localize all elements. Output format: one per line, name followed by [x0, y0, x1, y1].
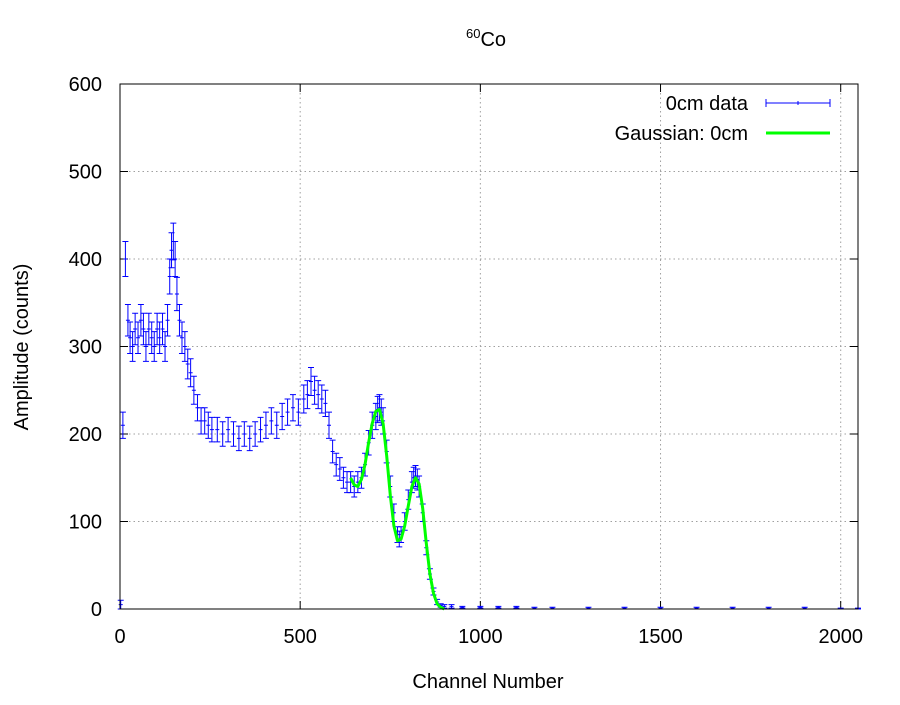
data-point: [230, 421, 237, 447]
data-point: [205, 411, 212, 439]
data-point: [273, 411, 280, 439]
data-point: [148, 321, 155, 354]
data-point: [162, 331, 169, 362]
x-tick-label: 2000: [818, 626, 863, 648]
data-point: [295, 398, 302, 426]
data-point: [151, 331, 158, 362]
data-point: [340, 466, 347, 489]
data-point: [201, 407, 208, 435]
data-point: [329, 439, 336, 464]
plot-frame: [119, 83, 859, 610]
fit-series: [349, 408, 445, 611]
y-tick-label: 500: [69, 162, 102, 184]
chart-title-text: Co: [480, 29, 506, 51]
x-tick-label: 0: [114, 626, 125, 648]
axis-ticks: 0 500 1000 1500 2000 0 100 200 300 400 500 600: [69, 74, 863, 648]
data-point: [184, 348, 191, 380]
data-point: [336, 457, 343, 481]
data-point: [181, 331, 188, 362]
data-point: [154, 312, 161, 346]
y-tick-label: 100: [69, 512, 102, 534]
legend-swatch-data: [765, 99, 831, 107]
data-point: [268, 407, 275, 435]
data-point: [190, 375, 197, 405]
x-tick-label: 1500: [638, 626, 683, 648]
data-point: [333, 452, 340, 477]
data-point: [164, 304, 171, 337]
data-point: [311, 375, 318, 405]
data-point: [117, 599, 124, 610]
data-point: [142, 331, 149, 362]
grid: [119, 83, 858, 610]
data-point: [208, 416, 215, 443]
data-point: [279, 402, 286, 431]
x-tick-label: 500: [283, 626, 316, 648]
data-point: [322, 389, 329, 417]
data-point: [304, 380, 311, 410]
data-point: [187, 358, 194, 388]
data-point: [448, 604, 455, 609]
data-point: [315, 380, 322, 410]
data-point: [173, 276, 180, 312]
x-tick-label: 1000: [458, 626, 503, 648]
y-tick-label: 300: [69, 337, 102, 359]
data-point: [219, 421, 226, 447]
data-point: [129, 331, 136, 362]
data-point: [495, 605, 502, 609]
data-point: [135, 321, 142, 354]
legend-label-fit: Gaussian: 0cm: [615, 123, 748, 145]
data-point: [252, 421, 259, 447]
data-point: [176, 304, 183, 337]
chart-title-superscript: 60: [466, 26, 480, 41]
data-point: [246, 425, 253, 452]
data-point: [159, 312, 166, 346]
y-tick-label: 200: [69, 424, 102, 446]
y-tick-label: 400: [69, 249, 102, 271]
data-point: [225, 416, 232, 443]
data-point: [127, 321, 134, 354]
data-series: [117, 222, 861, 610]
y-axis-label: Amplitude (counts): [11, 264, 33, 431]
y-tick-label: 0: [91, 599, 102, 621]
data-point: [156, 321, 163, 354]
y-tick-label: 600: [69, 74, 102, 96]
x-axis-label: Channel Number: [412, 671, 564, 693]
data-point: [241, 421, 248, 447]
data-point: [132, 312, 139, 346]
data-point: [262, 411, 269, 439]
data-point: [318, 384, 325, 414]
data-point: [178, 321, 185, 354]
data-point: [168, 232, 175, 269]
data-point: [137, 304, 144, 337]
legend: 0cm data Gaussian: 0cm: [615, 93, 831, 145]
data-point: [477, 605, 484, 609]
chart-title: 60Co: [466, 26, 506, 51]
data-point: [166, 258, 173, 295]
data-point: [307, 367, 314, 396]
data-point: [257, 416, 264, 443]
data-point: [140, 312, 147, 346]
data-point: [459, 605, 466, 609]
data-point: [289, 394, 296, 422]
data-point: [122, 241, 129, 277]
legend-label-data: 0cm data: [666, 93, 749, 115]
data-point: [214, 416, 221, 443]
data-point: [326, 411, 333, 439]
data-point: [145, 312, 152, 346]
data-point: [172, 241, 179, 277]
fit-line: [349, 408, 445, 611]
data-point: [235, 425, 242, 452]
data-point: [300, 384, 307, 414]
data-point: [284, 398, 291, 426]
data-point: [513, 605, 520, 609]
data-point: [119, 411, 126, 439]
